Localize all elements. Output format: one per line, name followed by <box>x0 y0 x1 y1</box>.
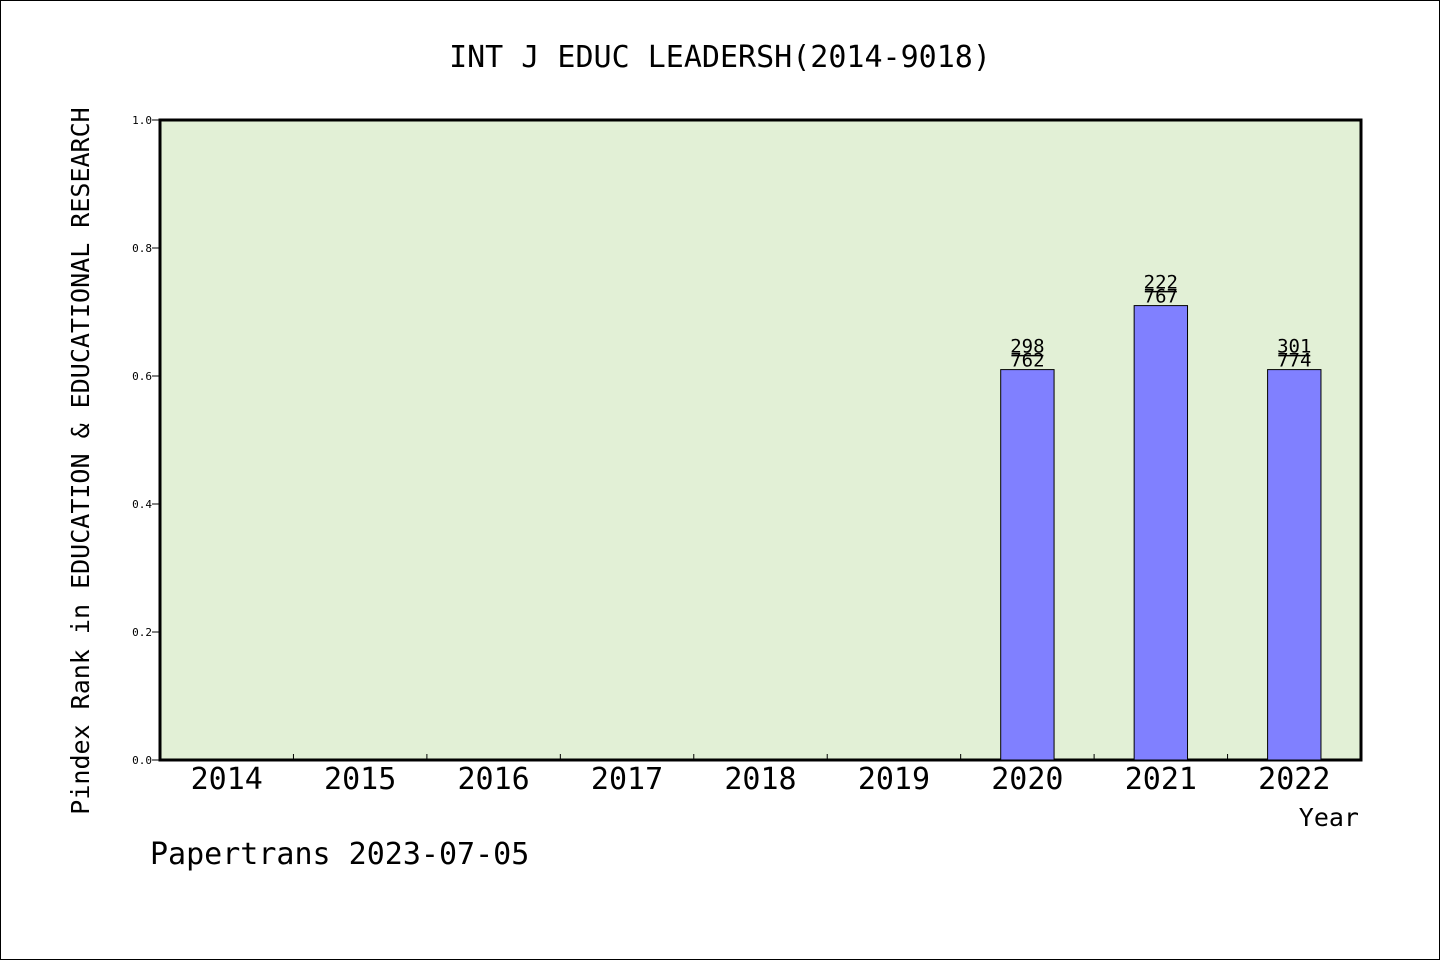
bar-2021 <box>1133 305 1189 761</box>
x-tick-label: 2016 <box>457 762 529 797</box>
bar-label-top: 298 <box>1010 336 1044 358</box>
x-tick-label: 2020 <box>991 762 1063 797</box>
x-tick-label: 2017 <box>591 762 663 797</box>
y-tick-label: 0.2 <box>132 626 152 639</box>
x-tick-label: 2015 <box>324 762 396 797</box>
x-tick-label: 2021 <box>1125 762 1197 797</box>
x-tick-label: 2014 <box>191 762 263 797</box>
bar-label-bottom: 774 <box>1277 350 1311 372</box>
bar-2022 <box>1267 369 1322 761</box>
bars-layer <box>1000 305 1322 761</box>
bar-label-top: 222 <box>1144 272 1178 294</box>
x-tick-label: 2018 <box>724 762 796 797</box>
y-tick-label: 0.6 <box>132 370 152 383</box>
x-axis-ticks: 2014 2015 2016 2017 2018 2019 2020 2021 2022 <box>191 754 1330 797</box>
x-tick-label: 2019 <box>858 762 930 797</box>
footer-credit: Papertrans 2023-07-05 <box>150 837 529 872</box>
bar-2020 <box>1000 369 1055 761</box>
x-axis-label: Year <box>1299 803 1359 832</box>
chart-title: INT J EDUC LEADERSH(2014-9018) <box>449 40 991 75</box>
bar-label-bottom: 762 <box>1010 350 1044 372</box>
y-tick-label: 0.4 <box>132 498 152 511</box>
y-tick-label: 0.8 <box>132 242 152 255</box>
x-tick-label: 2022 <box>1258 762 1330 797</box>
y-tick-label: 0.0 <box>132 754 152 767</box>
y-axis-label: Pindex Rank in EDUCATION & EDUCATIONAL R… <box>66 107 95 814</box>
y-axis-ticks: 0.0 0.2 0.4 0.6 0.8 1.0 <box>132 114 160 767</box>
bar-label-top: 301 <box>1277 336 1311 358</box>
bar-label-bottom: 767 <box>1144 286 1178 308</box>
y-tick-label: 1.0 <box>132 114 152 127</box>
